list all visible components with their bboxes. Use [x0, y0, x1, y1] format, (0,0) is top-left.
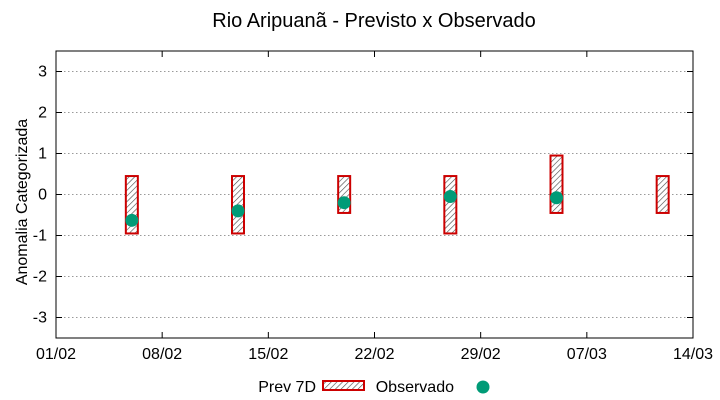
x-tick-label: 15/02 — [248, 346, 288, 363]
legend-marker-observado — [476, 380, 490, 394]
forecast-range-bar — [655, 175, 670, 214]
observed-point — [337, 196, 351, 210]
legend-swatch-prev-7d — [322, 380, 365, 391]
x-tick-label: 14/03 — [673, 346, 713, 363]
x-tick-label: 22/02 — [354, 346, 394, 363]
legend: Prev 7D Observado — [258, 379, 490, 396]
x-tick-label: 07/03 — [567, 346, 607, 363]
y-tick-label: -3 — [33, 310, 47, 327]
grid — [56, 71, 693, 318]
y-tick-label: -2 — [33, 269, 47, 286]
legend-label-observado: Observado — [376, 379, 454, 396]
axis-ticks: -3 -2 -1 0 1 2 3 01/02 08/02 15/02 22/02 29/02 07/03… — [33, 51, 713, 363]
observed-point — [231, 204, 245, 218]
observed-point — [443, 190, 457, 204]
x-tick-label: 01/02 — [36, 346, 76, 363]
plot-frame — [55, 50, 694, 339]
forecast-range-bar — [443, 175, 458, 235]
legend-label-prev-7d: Prev 7D — [258, 379, 316, 396]
observed-point — [550, 191, 563, 205]
observed-point — [125, 213, 139, 227]
y-tick-label: 3 — [38, 64, 47, 81]
chart-title: Rio Aripuanã - Previsto x Observado — [212, 10, 536, 32]
y-axis-label: Anomalia Categorizada — [14, 119, 31, 285]
x-tick-label: 29/02 — [461, 346, 501, 363]
forecast-range-bar — [549, 154, 564, 214]
y-tick-label: -1 — [33, 228, 47, 245]
y-tick-label: 0 — [38, 187, 47, 204]
y-tick-label: 2 — [38, 105, 47, 122]
observed-points — [125, 190, 563, 227]
x-tick-label: 08/02 — [142, 346, 182, 363]
y-tick-label: 1 — [38, 146, 47, 163]
